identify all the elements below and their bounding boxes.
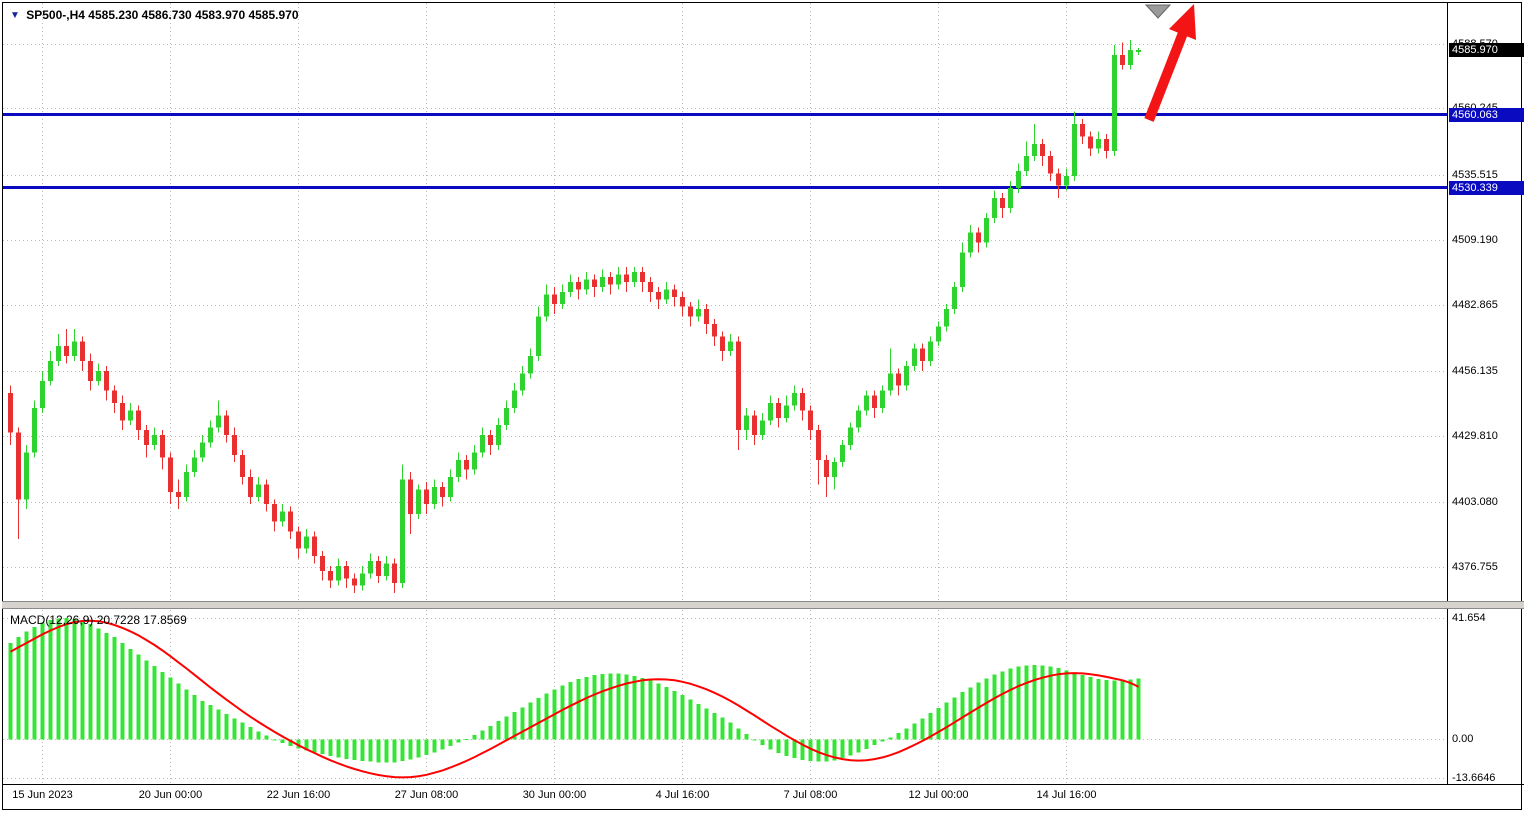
macd-indicator-pane[interactable] <box>3 610 1447 784</box>
price-tick-label: 4429.810 <box>1452 430 1498 442</box>
macd-histogram <box>8 618 1141 763</box>
support-resistance-lines[interactable] <box>3 113 1447 189</box>
trend-arrow-head-icon[interactable] <box>1169 4 1196 40</box>
macd-signal-line <box>10 619 1139 779</box>
candles-layer <box>8 40 1141 594</box>
time-axis-label: 4 Jul 16:00 <box>655 789 710 801</box>
macd-tick-label: 41.654 <box>1452 612 1486 624</box>
time-axis-label: 22 Jun 16:00 <box>266 789 331 801</box>
price-tick-label: 4376.755 <box>1452 561 1498 573</box>
price-tick-label: 4456.135 <box>1452 365 1498 377</box>
symbol-name: SP500-,H4 <box>26 8 85 22</box>
price-tick-label: 4509.190 <box>1452 234 1498 246</box>
time-axis-label: 15 Jun 2023 <box>12 789 73 801</box>
price-tick-label: 4482.865 <box>1452 299 1498 311</box>
symbol-title: ▼ SP500-,H4 4585.230 4586.730 4583.970 4… <box>10 8 299 22</box>
macd-indicator-label: MACD(12,26,9) 20.7228 17.8569 <box>10 613 187 627</box>
pane-splitter[interactable] <box>2 601 1524 609</box>
trend-arrow-shaft[interactable] <box>1144 31 1188 122</box>
symbol-marker-icon: ▼ <box>10 10 20 21</box>
time-axis-label: 30 Jun 00:00 <box>522 789 587 801</box>
object-anchor-icon[interactable] <box>1144 4 1172 19</box>
level-price-label[interactable]: 4530.339 <box>1449 181 1524 195</box>
horizontal-gridlines <box>3 44 1447 568</box>
time-axis-label: 14 Jul 16:00 <box>1036 789 1097 801</box>
time-axis-label: 7 Jul 08:00 <box>783 789 838 801</box>
time-axis-label: 12 Jul 00:00 <box>908 789 969 801</box>
price-tick-label: 4403.080 <box>1452 496 1498 508</box>
time-axis-label: 27 Jun 08:00 <box>394 789 459 801</box>
symbol-ohlc-values: 4585.230 4586.730 4583.970 4585.970 <box>88 8 299 22</box>
macd-tick-label: 0.00 <box>1452 733 1474 745</box>
macd-tick-label: -13.6646 <box>1452 772 1496 784</box>
annotations-layer[interactable] <box>1144 4 1196 122</box>
price-axis-separator <box>1447 2 1448 784</box>
level-price-label[interactable]: 4560.063 <box>1449 108 1524 122</box>
price-tick-label: 4535.515 <box>1452 169 1498 181</box>
time-axis-separator <box>2 784 1524 785</box>
price-chart-pane[interactable] <box>3 3 1447 601</box>
current-price-label: 4585.970 <box>1449 43 1524 57</box>
time-axis-label: 20 Jun 00:00 <box>138 789 203 801</box>
